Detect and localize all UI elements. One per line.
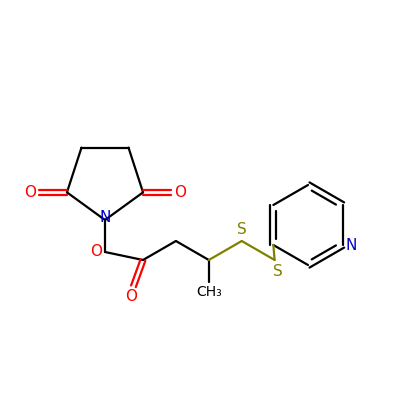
Text: S: S xyxy=(237,222,247,238)
Text: O: O xyxy=(90,244,102,260)
Text: O: O xyxy=(174,185,186,200)
Text: N: N xyxy=(346,238,357,252)
Text: O: O xyxy=(24,185,36,200)
Text: N: N xyxy=(99,210,111,224)
Text: S: S xyxy=(273,264,282,278)
Text: CH₃: CH₃ xyxy=(196,285,222,299)
Text: O: O xyxy=(126,289,138,304)
